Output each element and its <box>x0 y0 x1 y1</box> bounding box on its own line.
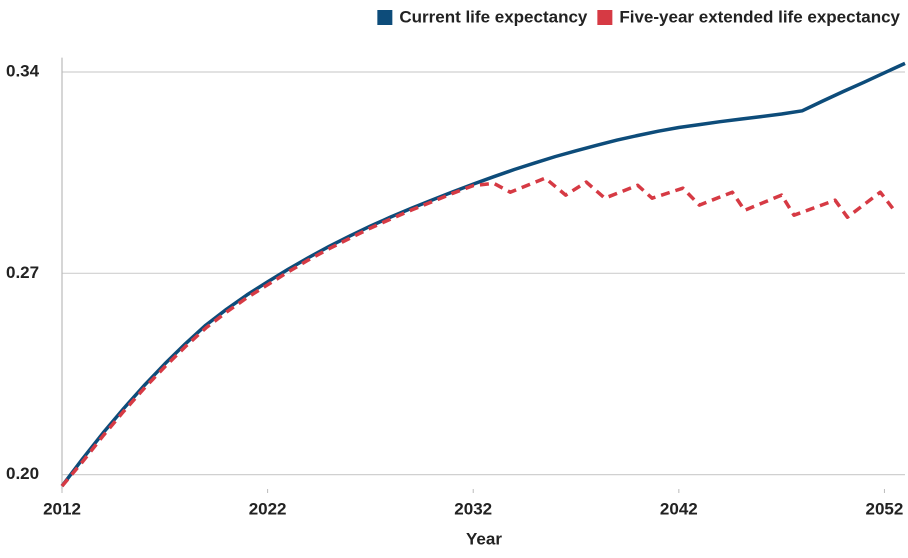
legend-label: Current life expectancy <box>399 7 588 26</box>
legend-swatch <box>597 10 613 25</box>
x-tick-label: 2012 <box>43 499 81 518</box>
series-line <box>60 176 895 488</box>
x-tick-label: 2022 <box>249 499 287 518</box>
x-tick-label: 2032 <box>454 499 492 518</box>
y-tick-label: 0.27 <box>6 263 39 282</box>
legend-swatch <box>377 10 393 25</box>
x-axis-label: Year <box>466 529 502 548</box>
x-tick-label: 2042 <box>660 499 698 518</box>
x-tick-label: 2052 <box>866 499 904 518</box>
y-tick-label: 0.20 <box>6 464 39 483</box>
y-tick-label: 0.34 <box>6 61 40 80</box>
legend-label: Five-year extended life expectancy <box>619 7 900 26</box>
series-line <box>60 61 906 488</box>
